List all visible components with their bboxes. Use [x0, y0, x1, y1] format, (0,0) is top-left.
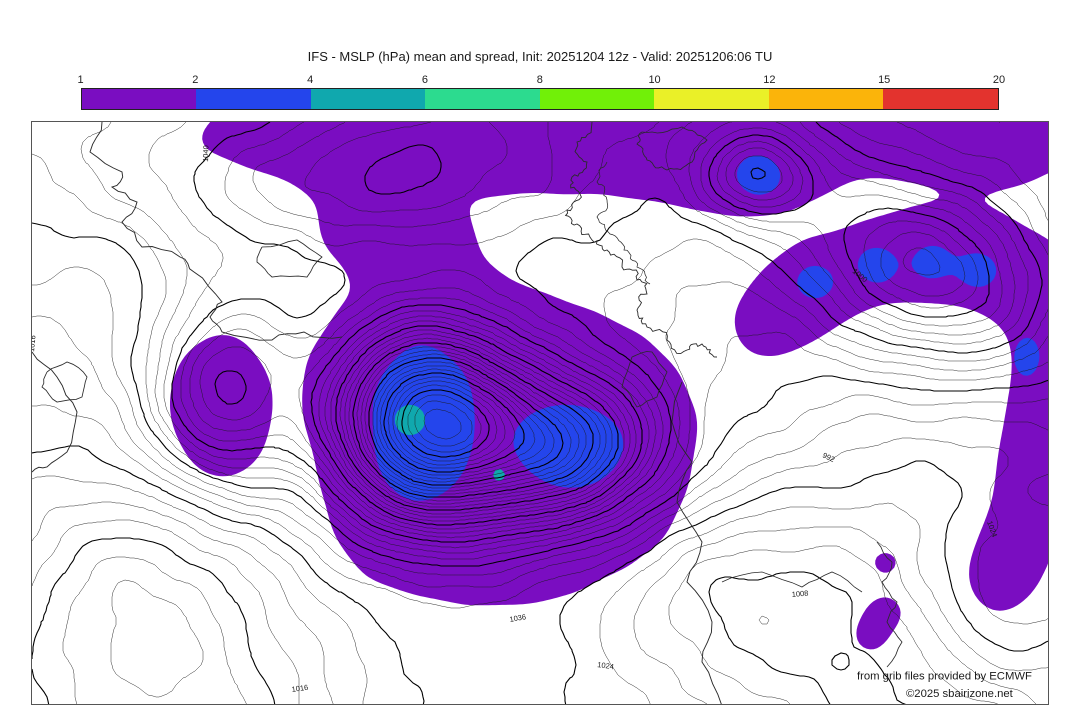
svg-text:©2025 sbairizone.net: ©2025 sbairizone.net — [906, 688, 1014, 700]
svg-text:1040: 1040 — [201, 145, 211, 162]
svg-text:1008: 1008 — [791, 589, 808, 599]
svg-text:from grib files provided by EC: from grib files provided by ECMWF — [857, 670, 1032, 682]
